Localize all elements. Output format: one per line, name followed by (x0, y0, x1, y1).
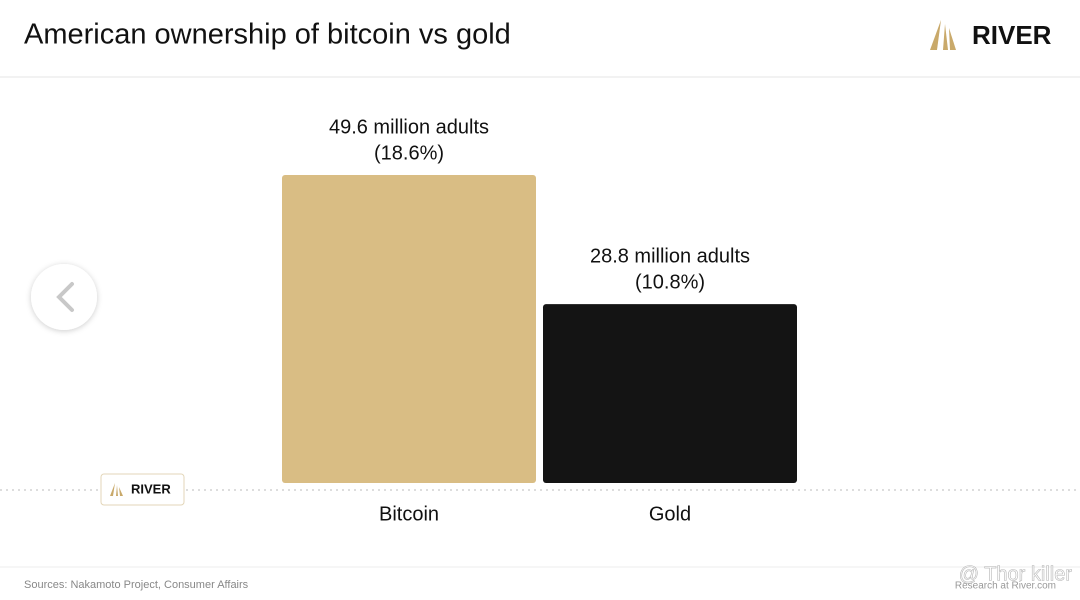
share-label: (18.6%) (374, 142, 444, 164)
share-label: (10.8%) (635, 271, 705, 293)
chart-title: American ownership of bitcoin vs gold (24, 19, 511, 51)
bar (543, 304, 797, 483)
back-button[interactable] (31, 264, 97, 330)
back-chevron[interactable] (56, 282, 74, 312)
badge-text: RIVER (131, 481, 171, 496)
back-button-circle[interactable] (31, 264, 97, 330)
baseline-badge: RIVER (100, 473, 185, 506)
watermark: @ Thor killer (959, 563, 1073, 585)
credit: Research at River.com (955, 581, 1056, 592)
category-label: Bitcoin (379, 503, 439, 525)
brand-name: RIVER (972, 20, 1052, 50)
brand-logo: RIVER (930, 20, 1052, 50)
value-label: 28.8 million adults (590, 245, 750, 267)
value-label: 49.6 million adults (329, 116, 489, 138)
sources: Sources: Nakamoto Project, Consumer Affa… (24, 579, 249, 591)
category-label: Gold (649, 503, 691, 525)
bar (282, 175, 536, 483)
